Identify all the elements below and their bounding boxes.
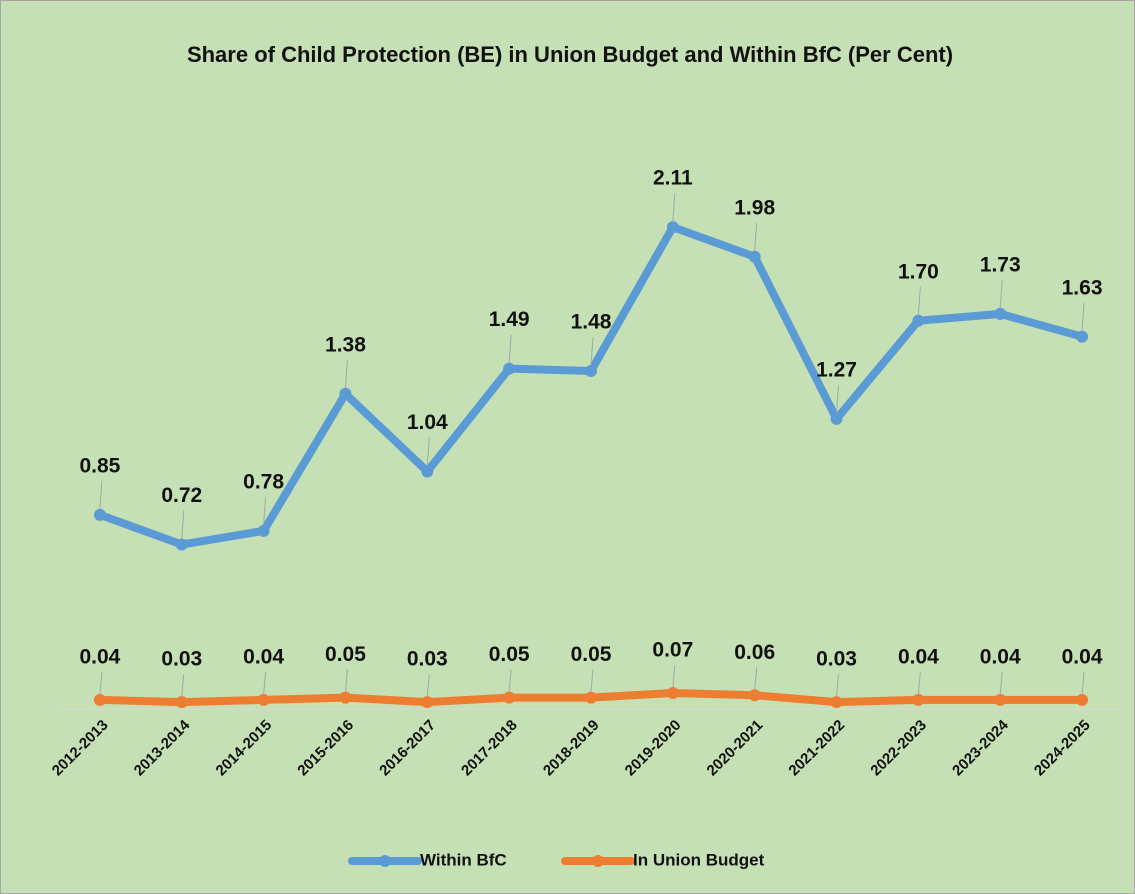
marker [830, 412, 843, 425]
leader-line [590, 336, 594, 366]
marker [93, 693, 106, 706]
chart-title: Share of Child Protection (BE) in Union … [186, 42, 954, 67]
x-tick-label: 2020-2021 [704, 717, 767, 780]
data-label: 1.98 [734, 196, 775, 219]
x-tick-label: 2016-2017 [376, 717, 439, 780]
marker [585, 364, 597, 377]
data-label: 0.85 [79, 454, 120, 477]
leader-line [508, 669, 512, 692]
marker [748, 689, 761, 702]
marker [666, 687, 679, 700]
marker [93, 508, 106, 521]
leader-line [1081, 302, 1085, 331]
marker [585, 691, 597, 704]
legend-label: Within BfC [420, 850, 507, 869]
leader-line [754, 222, 758, 251]
marker [912, 314, 925, 327]
legend-label: In Union Budget [633, 850, 765, 869]
leader-line [426, 437, 430, 466]
marker [503, 362, 516, 375]
leader-line [263, 671, 267, 694]
data-label: 0.04 [898, 645, 939, 668]
data-label: 1.63 [1062, 276, 1103, 299]
data-label: 2.11 [653, 167, 693, 190]
x-tick-label: 2015-2016 [294, 717, 357, 780]
data-label: 0.04 [1062, 645, 1103, 668]
x-tick-label: 2022-2023 [867, 717, 930, 780]
leader-line [999, 671, 1003, 694]
data-label: 0.04 [980, 645, 1021, 668]
x-tick-label: 2014-2015 [213, 717, 276, 780]
marker [830, 696, 843, 709]
data-label: 0.03 [816, 648, 857, 671]
data-label: 0.03 [407, 648, 448, 671]
data-label: 0.05 [571, 643, 612, 666]
data-label: 0.03 [161, 648, 202, 671]
data-label: 1.04 [407, 411, 448, 434]
x-tick-label: 2021-2022 [785, 717, 848, 780]
marker [503, 691, 516, 704]
marker [994, 693, 1007, 706]
legend-marker [379, 855, 391, 867]
marker [421, 465, 434, 478]
leader-line [181, 510, 185, 539]
data-label: 0.04 [79, 645, 120, 668]
marker [339, 387, 352, 400]
x-tick-label: 2013-2014 [131, 716, 194, 779]
data-label: 0.06 [734, 641, 775, 664]
marker [1076, 330, 1089, 343]
data-label: 1.73 [980, 253, 1021, 276]
leader-line [917, 286, 921, 315]
leader-line [99, 671, 103, 694]
marker [257, 524, 270, 537]
leader-line [344, 669, 348, 692]
marker [257, 693, 270, 706]
leader-line [344, 359, 348, 388]
marker [666, 221, 679, 234]
x-tick-label: 2019-2020 [622, 717, 685, 780]
x-tick-label: 2018-2019 [540, 717, 603, 780]
marker [748, 250, 761, 263]
leader-line [917, 671, 921, 694]
marker [421, 696, 434, 709]
data-label: 0.04 [243, 645, 284, 668]
leader-line [999, 279, 1003, 308]
leader-line [754, 667, 758, 690]
data-label: 1.38 [325, 333, 366, 356]
x-tick-label: 2024-2025 [1031, 717, 1094, 780]
data-label: 1.49 [489, 308, 530, 331]
leader-line [1081, 671, 1085, 694]
legend-marker [592, 855, 604, 867]
data-label: 0.07 [652, 639, 693, 662]
marker [1076, 693, 1089, 706]
marker [175, 696, 188, 709]
leader-line [672, 664, 676, 688]
leader-line [836, 674, 840, 697]
leader-line [426, 674, 430, 697]
leader-line [99, 480, 103, 509]
leader-line [508, 334, 512, 363]
data-label: 1.27 [816, 358, 857, 381]
x-tick-label: 2012-2013 [49, 717, 112, 780]
leader-line [836, 384, 840, 413]
data-label: 0.05 [325, 643, 366, 666]
data-label: 0.78 [243, 470, 284, 493]
data-label: 0.72 [161, 484, 202, 507]
marker [175, 538, 188, 551]
leader-line [263, 496, 267, 525]
marker [339, 691, 352, 704]
leader-line [672, 193, 676, 222]
x-tick-label: 2017-2018 [458, 717, 521, 780]
marker [912, 693, 925, 706]
x-tick-label: 2023-2024 [949, 716, 1012, 779]
leader-line [590, 669, 594, 692]
leader-line [181, 674, 185, 697]
marker [994, 307, 1007, 320]
data-label: 1.70 [898, 260, 939, 283]
data-label: 0.05 [489, 643, 530, 666]
data-label: 1.48 [571, 311, 612, 334]
